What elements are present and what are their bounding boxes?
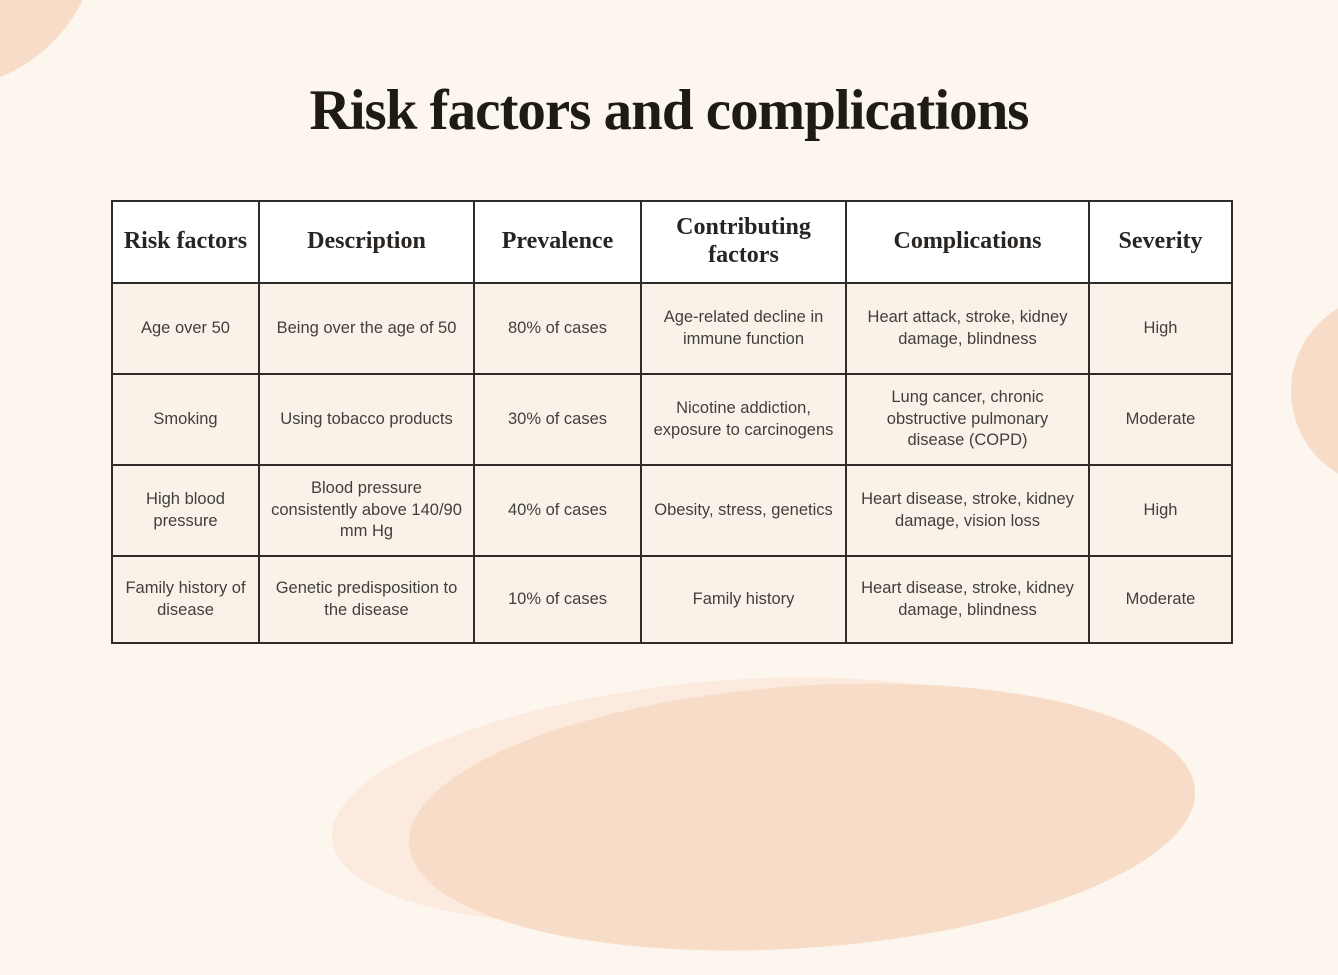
table-cell: High (1088, 464, 1233, 557)
top-left-blob-shape (0, 0, 99, 89)
table-cell: 10% of cases (473, 555, 642, 644)
table-cell: 30% of cases (473, 373, 642, 466)
table-row: High blood pressure Blood pressure consi… (111, 464, 1233, 557)
table-row: Smoking Using tobacco products 30% of ca… (111, 373, 1233, 466)
right-edge-blob-shape (1291, 295, 1338, 487)
table-cell: Family history of disease (111, 555, 260, 644)
table-cell: Heart disease, stroke, kidney damage, bl… (845, 555, 1090, 644)
table-cell: 80% of cases (473, 282, 642, 375)
table-row: Family history of disease Genetic predis… (111, 555, 1233, 644)
column-header-contributing-factors: Contributing factors (640, 200, 847, 284)
table-header-row: Risk factors Description Prevalence Cont… (111, 200, 1233, 284)
table-cell: Lung cancer, chronic obstructive pulmona… (845, 373, 1090, 466)
table-cell: Age over 50 (111, 282, 260, 375)
table-cell: Genetic predisposition to the disease (258, 555, 475, 644)
table-cell: Heart disease, stroke, kidney damage, vi… (845, 464, 1090, 557)
table-cell: Moderate (1088, 373, 1233, 466)
column-header-severity: Severity (1088, 200, 1233, 284)
table-cell: Being over the age of 50 (258, 282, 475, 375)
table-cell: 40% of cases (473, 464, 642, 557)
table-cell: Blood pressure consistently above 140/90… (258, 464, 475, 557)
slide-title: Risk factors and complications (309, 79, 1030, 142)
table-row: Age over 50 Being over the age of 50 80%… (111, 282, 1233, 375)
risk-factors-table-container: Risk factors Description Prevalence Cont… (111, 200, 1233, 644)
table-cell: Smoking (111, 373, 260, 466)
column-header-risk-factors: Risk factors (111, 200, 260, 284)
table-cell: Nicotine addiction, exposure to carcinog… (640, 373, 847, 466)
table-cell: Using tobacco products (258, 373, 475, 466)
table-cell: Obesity, stress, genetics (640, 464, 847, 557)
table-cell: Family history (640, 555, 847, 644)
table-cell: High blood pressure (111, 464, 260, 557)
bottom-blob-shape (399, 658, 1205, 975)
table-cell: Heart attack, stroke, kidney damage, bli… (845, 282, 1090, 375)
risk-factors-table: Risk factors Description Prevalence Cont… (111, 200, 1233, 644)
column-header-complications: Complications (845, 200, 1090, 284)
column-header-prevalence: Prevalence (473, 200, 642, 284)
table-cell: Age-related decline in immune function (640, 282, 847, 375)
table-cell: High (1088, 282, 1233, 375)
column-header-description: Description (258, 200, 475, 284)
table-cell: Moderate (1088, 555, 1233, 644)
